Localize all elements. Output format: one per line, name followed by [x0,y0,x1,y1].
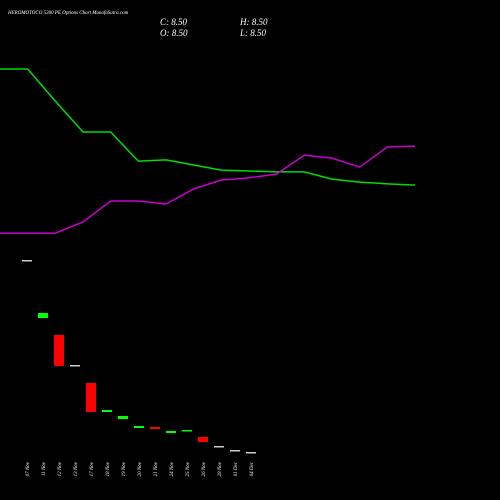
high-label: H: 8.50 [239,17,268,27]
x-tick-label: 24 Nov [170,461,175,476]
candle-body [214,446,224,448]
x-tick-label: 13 Nov [74,461,79,476]
x-tick-label: 19 Nov [122,461,127,476]
x-tick-label: 04 Dec [250,461,255,476]
candle-body [86,383,96,412]
x-tick-label: 11 Nov [42,461,47,476]
candle-body [118,416,128,419]
candle-body [54,335,64,366]
candle-body [150,427,160,429]
x-tick-label: 25 Nov [186,461,191,476]
open-label: O: 8.50 [160,28,188,38]
x-tick-label: 07 Nov [26,461,31,476]
candle-body [38,313,48,318]
x-tick-label: 01 Dec [234,461,239,476]
x-tick-label: 20 Nov [138,461,143,476]
x-tick-label: 17 Nov [90,461,95,476]
x-tick-label: 18 Nov [106,461,111,476]
candle-body [230,450,240,452]
candle-body [70,365,80,367]
chart-title: HEROMOTOCO 5300 PE Options Chart MunafaS… [7,11,129,16]
candle-body [102,410,112,412]
close-label: C: 8.50 [160,17,188,27]
x-tick-label: 12 Nov [58,461,63,476]
line [0,68,416,186]
candle-body [198,437,208,442]
x-tick-label: 28 Nov [218,461,223,476]
candle-body [134,426,144,428]
candle-body [246,452,256,454]
candle-body [166,431,176,433]
line [0,145,416,234]
candle-body [182,430,192,432]
x-tick-label: 21 Nov [154,461,159,476]
low-label: L: 8.50 [239,28,267,38]
candle-body [22,260,32,262]
x-tick-label: 26 Nov [202,461,207,476]
